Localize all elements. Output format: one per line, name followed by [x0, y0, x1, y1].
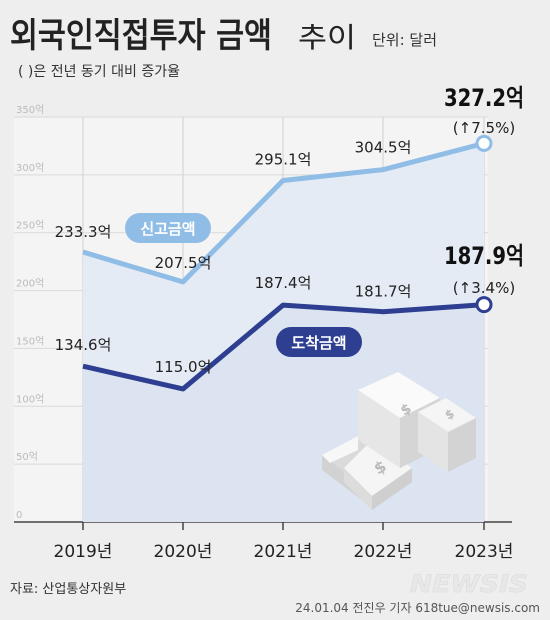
y-tick-labels: 0 50억 100억 150억 200억 250억 300억 350억 — [16, 104, 44, 521]
y-tick-label: 350억 — [16, 104, 44, 116]
y-tick-label: 200억 — [16, 278, 44, 290]
y-tick-label: 250억 — [16, 220, 44, 232]
data-label-reported: 207.5억 — [155, 254, 212, 272]
y-tick-label: 0 — [16, 510, 22, 521]
line-arrived — [82, 302, 485, 392]
series-end-markers — [475, 134, 493, 314]
data-label-reported-2023: 327.2억 — [444, 84, 524, 112]
unit-label: 단위: 달러 — [372, 31, 437, 49]
newsis-logo: NEWSIS — [410, 570, 528, 598]
series-lines — [82, 140, 485, 392]
y-tick-label: 300억 — [16, 162, 44, 174]
x-tick-label: 2019년 — [54, 542, 113, 562]
x-tick-label: 2022년 — [354, 542, 413, 562]
data-label-arrived: 115.0억 — [155, 358, 212, 376]
legend-badge-reported: 신고금액 — [125, 213, 211, 243]
legend-label-reported: 신고금액 — [140, 220, 195, 238]
money-stack-icon: $ $ $ — [322, 372, 476, 510]
data-labels: 233.3억 134.6억 207.5억 115.0억 295.1억 187.4억 304.… — [55, 84, 524, 376]
change-label-reported: (↑7.5%) — [453, 119, 515, 137]
x-tick-label: 2021년 — [254, 542, 313, 562]
x-tick-labels: 2019년 2020년 2021년 2022년 2023년 — [54, 522, 514, 562]
legend-badge-arrived: 도착금액 — [276, 327, 362, 357]
chart-title-suffix: 추이 — [298, 21, 356, 54]
data-label-arrived: 187.4억 — [255, 274, 312, 292]
chart-title: 외국인직접투자 금액 — [10, 16, 272, 56]
note-label: ( )은 전년 동기 대비 증가율 — [18, 64, 180, 80]
credit-label: 24.01.04 전진우 기자 618tue@newsis.com — [295, 601, 540, 615]
data-label-arrived-2023: 187.9억 — [444, 242, 524, 270]
data-label-arrived: 181.7억 — [355, 283, 412, 301]
y-tick-label: 50억 — [16, 451, 38, 463]
y-tick-label: 100억 — [16, 393, 44, 405]
x-tick-label: 2023년 — [455, 542, 514, 562]
y-tick-label: 150억 — [16, 335, 44, 347]
data-label-arrived: 134.6억 — [55, 336, 112, 354]
x-tick-label: 2020년 — [154, 542, 213, 562]
data-label-reported: 295.1억 — [255, 151, 312, 169]
data-label-reported: 304.5억 — [355, 139, 412, 157]
legend-label-arrived: 도착금액 — [291, 334, 346, 352]
end-marker-reported — [475, 134, 493, 152]
data-label-reported: 233.3억 — [55, 223, 112, 241]
end-marker-arrived — [475, 296, 493, 314]
change-label-arrived: (↑3.4%) — [453, 279, 515, 297]
source-label: 자료: 산업통상자원부 — [10, 582, 126, 597]
line-reported — [82, 140, 485, 285]
